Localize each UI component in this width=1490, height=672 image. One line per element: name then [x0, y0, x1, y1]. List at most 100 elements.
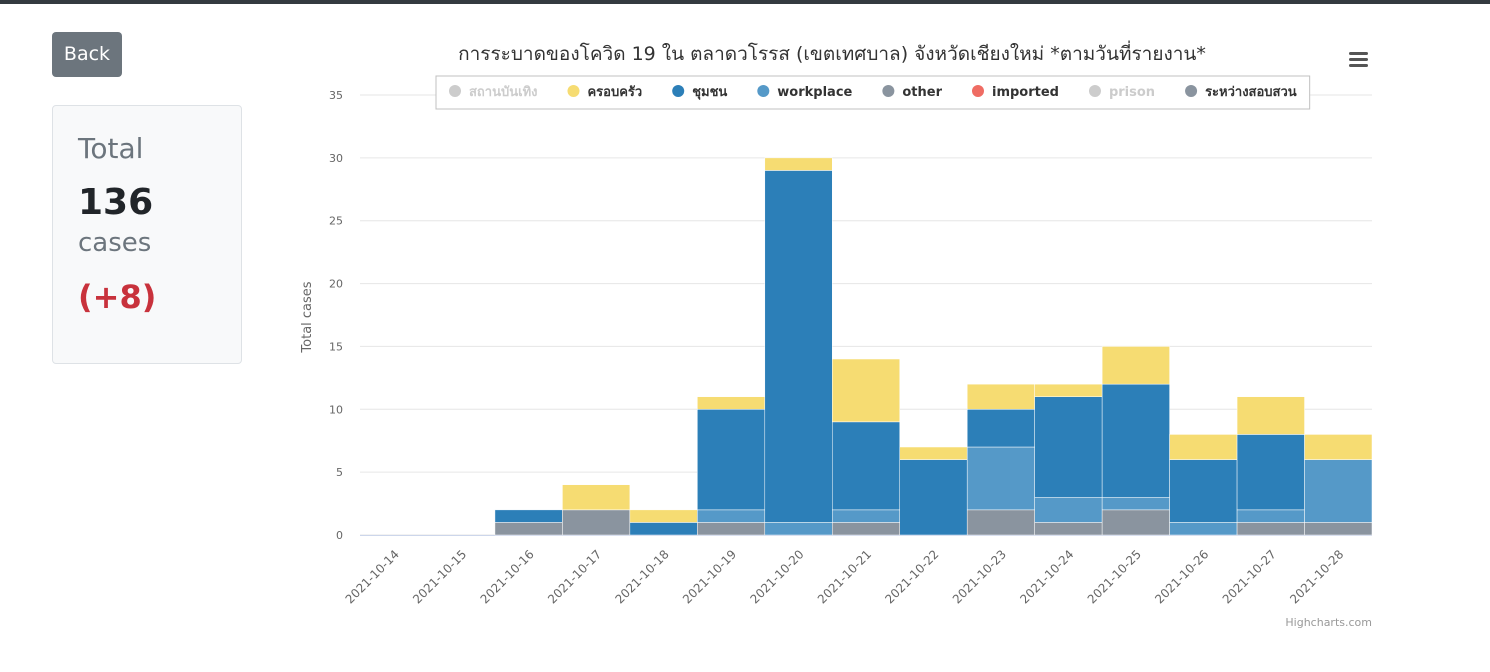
x-tick-label: 2021-10-23 [950, 547, 1009, 606]
total-card: Total 136 cases (+8) [52, 105, 242, 364]
bar-segment[interactable] [1101, 509, 1170, 536]
y-tick-label: 5 [336, 466, 343, 479]
total-value: 136 [78, 182, 154, 223]
bar-segment[interactable] [1034, 522, 1103, 536]
bar-segment[interactable] [1304, 434, 1373, 460]
x-tick-label: 2021-10-28 [1287, 547, 1346, 606]
bar-segment[interactable] [1236, 434, 1305, 511]
total-unit: cases [78, 228, 152, 258]
legend-item[interactable]: imported [971, 85, 1059, 100]
legend-label: ระหว่างสอบสวน [1205, 85, 1297, 100]
legend-marker [567, 85, 580, 97]
bar-segment[interactable] [562, 484, 631, 511]
bar-segment[interactable] [562, 509, 631, 536]
x-tick-label: 2021-10-24 [1017, 547, 1076, 606]
legend-marker [1088, 85, 1101, 97]
bar-segment[interactable] [1169, 522, 1238, 536]
bar-segment[interactable] [629, 522, 698, 536]
legend-marker [449, 85, 461, 97]
legend-marker [882, 85, 895, 97]
legend-label: ครอบครัว [587, 85, 642, 100]
y-tick-label: 0 [336, 529, 343, 542]
bar-segment[interactable] [966, 509, 1035, 536]
x-tick-label: 2021-10-26 [1152, 547, 1211, 606]
bar-segment[interactable] [832, 421, 900, 511]
x-tick-label: 2021-10-17 [545, 547, 604, 606]
x-tick-label: 2021-10-21 [815, 547, 874, 606]
y-tick-label: 25 [329, 215, 343, 228]
y-tick-label: 35 [329, 89, 343, 102]
legend-label: ชุมชน [692, 85, 727, 100]
bar-segment[interactable] [697, 509, 766, 523]
bar-segment[interactable] [966, 409, 1035, 448]
bar-segment[interactable] [1101, 346, 1170, 385]
bar-segment[interactable] [1034, 497, 1103, 523]
bar-segment[interactable] [697, 396, 766, 410]
back-button[interactable]: Back [52, 32, 122, 77]
bar-segment[interactable] [697, 522, 766, 536]
bar-segment[interactable] [1034, 383, 1103, 397]
bar-segment[interactable] [764, 157, 833, 171]
legend-item[interactable]: prison [1088, 85, 1155, 100]
bar-segment[interactable] [764, 522, 833, 536]
bar-segment[interactable] [1169, 434, 1238, 460]
bar-segment[interactable] [697, 409, 766, 511]
total-delta: (+8) [78, 278, 157, 316]
legend-label: other [902, 85, 942, 100]
bar-segment[interactable] [1236, 509, 1305, 523]
y-tick-label: 15 [329, 340, 343, 353]
bar-segment[interactable] [1236, 396, 1305, 435]
bar-segment[interactable] [832, 509, 900, 523]
bar-segment[interactable] [899, 446, 968, 460]
bar-segment[interactable] [629, 509, 698, 523]
legend: สถานบันเทิง ครอบครัว ชุมชน workplace other im… [435, 75, 1311, 110]
bar-segment[interactable] [966, 446, 1035, 511]
legend-item[interactable]: ชุมชน [672, 85, 727, 100]
x-tick-label: 2021-10-16 [478, 547, 537, 606]
bar-segment[interactable] [1034, 396, 1103, 498]
bar-segment[interactable] [899, 459, 968, 536]
legend-label: imported [992, 85, 1059, 100]
credits-link[interactable]: Highcharts.com [1285, 616, 1372, 629]
chart-title: การระบาดของโควิด 19 ใน ตลาดวโรรส (เขตเทศ… [458, 40, 1206, 65]
bar-segment[interactable] [764, 170, 833, 523]
x-tick-label: 2021-10-25 [1085, 547, 1144, 606]
x-tick-label: 2021-10-22 [882, 547, 941, 606]
bar-segment[interactable] [1101, 383, 1170, 498]
bar-segment[interactable] [494, 509, 563, 523]
bar-segment[interactable] [1236, 522, 1305, 536]
x-tick-label: 2021-10-15 [410, 547, 469, 606]
legend-label: prison [1109, 85, 1155, 100]
bar-segment[interactable] [1169, 459, 1238, 523]
legend-marker [971, 85, 984, 97]
legend-marker [1185, 85, 1198, 97]
bar-segment[interactable] [966, 383, 1035, 410]
hamburger-menu-icon[interactable] [1348, 50, 1370, 70]
y-tick-label: 30 [329, 152, 343, 165]
legend-item[interactable]: workplace [757, 85, 853, 100]
top-bar [0, 0, 1490, 4]
legend-marker [757, 85, 770, 97]
y-tick-label: 10 [329, 403, 343, 416]
legend-label: workplace [777, 85, 852, 100]
bar-segment[interactable] [1101, 497, 1170, 511]
legend-label: สถานบันเทิง [469, 85, 538, 100]
bar-segment[interactable] [832, 358, 900, 423]
legend-item[interactable]: ครอบครัว [567, 85, 642, 100]
x-tick-label: 2021-10-20 [747, 547, 806, 606]
bar-segment[interactable] [1304, 459, 1373, 523]
chart: การระบาดของโควิด 19 ใน ตลาดวโรรส (เขตเทศ… [300, 40, 1373, 629]
legend-item[interactable]: ระหว่างสอบสวน [1185, 85, 1297, 100]
bar-segment[interactable] [832, 522, 900, 536]
legend-box [435, 75, 1311, 110]
y-axis-title: Total cases [300, 281, 315, 353]
bar-segment[interactable] [1304, 522, 1373, 536]
x-tick-label: 2021-10-19 [680, 547, 739, 606]
bar-segment[interactable] [494, 522, 563, 536]
legend-item[interactable]: สถานบันเทิง [449, 85, 538, 100]
x-tick-label: 2021-10-27 [1220, 547, 1279, 606]
total-title: Total [78, 132, 144, 165]
x-tick-label: 2021-10-18 [613, 547, 672, 606]
legend-item[interactable]: other [882, 85, 943, 100]
x-tick-label: 2021-10-14 [343, 547, 402, 606]
